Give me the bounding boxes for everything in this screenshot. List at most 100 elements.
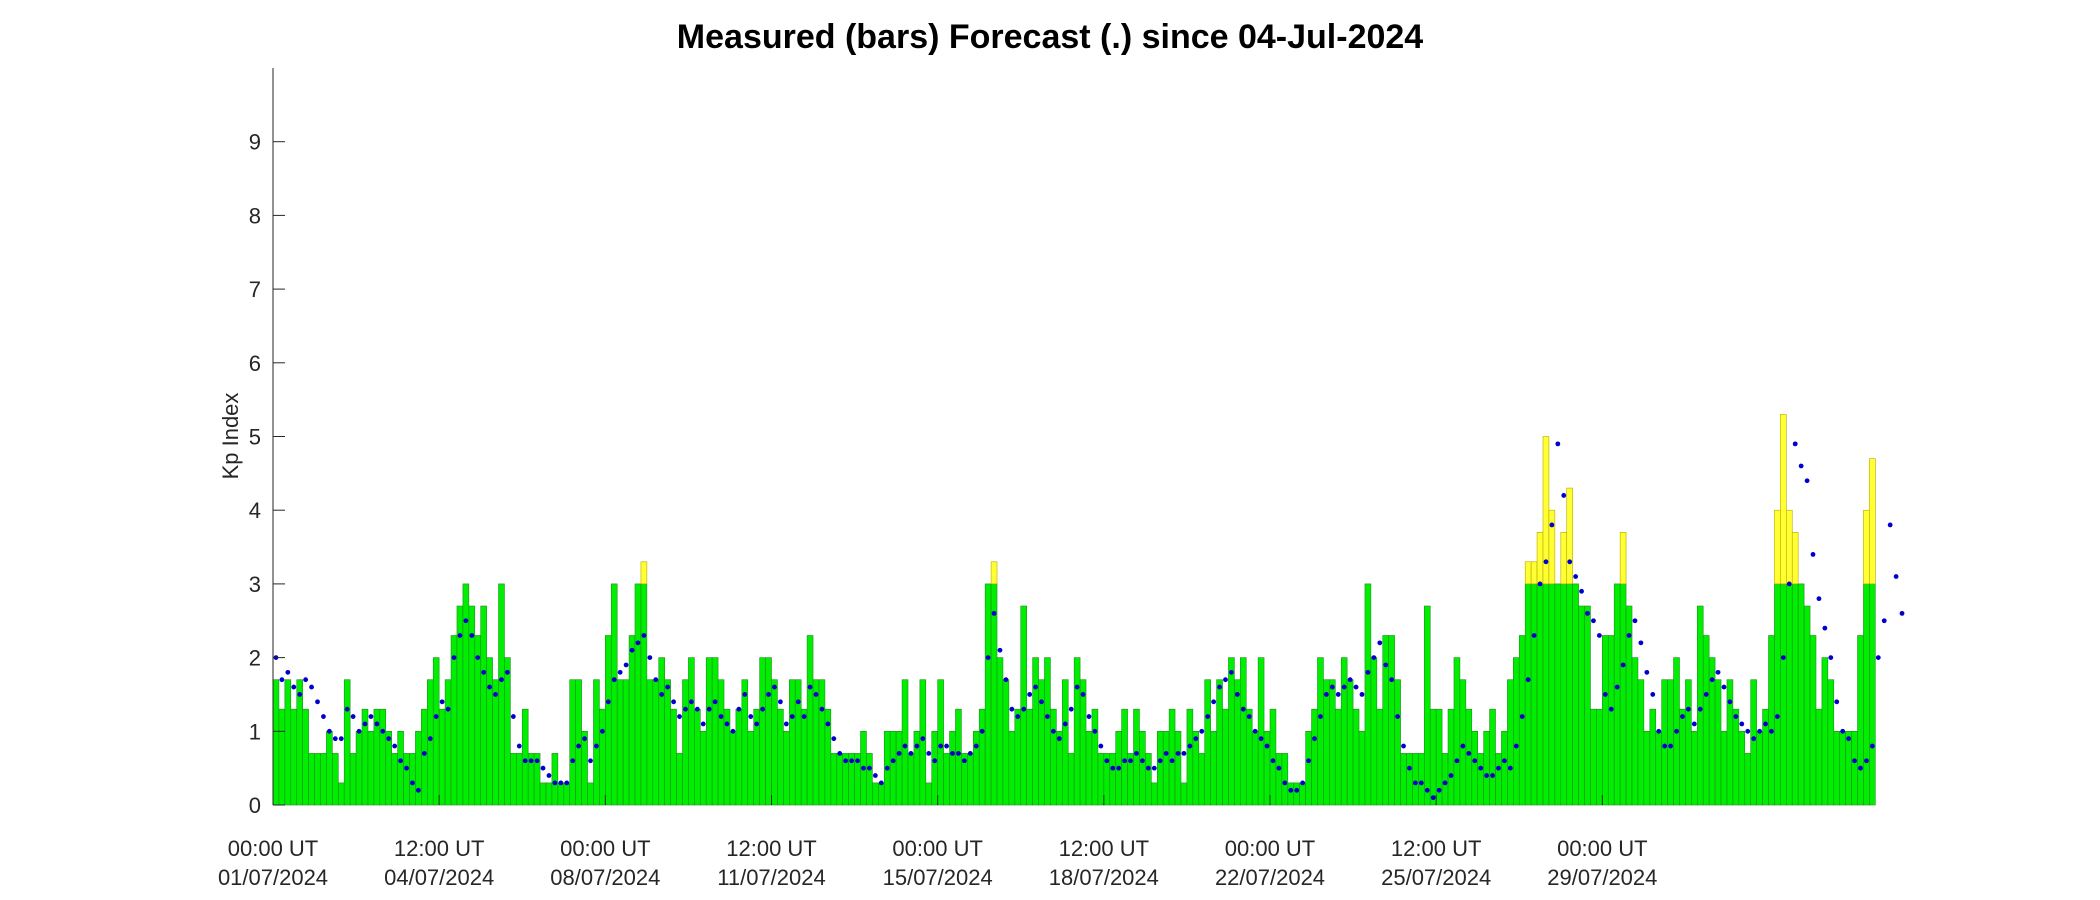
- measured-bar: [521, 708, 529, 806]
- measured-bar: [1275, 753, 1283, 806]
- measured-bar: [783, 730, 790, 806]
- measured-bar: [1833, 730, 1841, 806]
- forecast-point: [867, 765, 872, 771]
- forecast-point: [724, 721, 730, 727]
- measured-bar: [1346, 679, 1354, 806]
- measured-bar: [1067, 753, 1075, 806]
- measured-bar: [1513, 657, 1520, 806]
- measured-bar: [949, 730, 956, 806]
- forecast-point: [1128, 758, 1133, 764]
- measured-bar: [1459, 679, 1467, 806]
- forecast-point: [1359, 692, 1365, 697]
- measured-bar: [1572, 583, 1579, 806]
- forecast-point: [1519, 714, 1525, 719]
- measured-bar: [332, 753, 339, 806]
- forecast-point: [1246, 714, 1252, 719]
- measured-bar: [539, 782, 547, 806]
- forecast-point: [582, 736, 587, 742]
- measured-bar: [533, 753, 541, 806]
- measured-bar: [1305, 730, 1312, 806]
- forecast-point: [1193, 736, 1199, 742]
- forecast-point: [404, 765, 409, 771]
- measured-bars: [272, 414, 1876, 806]
- forecast-point: [944, 743, 949, 749]
- measured-bar: [444, 679, 452, 806]
- measured-bar: [432, 657, 440, 806]
- measured-bar: [913, 730, 921, 806]
- measured-bar: [1376, 708, 1384, 806]
- measured-bar-active: [1619, 532, 1627, 585]
- measured-bar: [1679, 708, 1686, 806]
- forecast-point: [487, 684, 493, 690]
- measured-bar: [450, 635, 458, 806]
- measured-bar: [765, 657, 772, 806]
- forecast-point: [629, 647, 635, 653]
- measured-bar: [403, 753, 410, 806]
- forecast-point: [700, 721, 706, 727]
- measured-bar: [1643, 730, 1651, 806]
- forecast-point: [599, 728, 605, 734]
- measured-bar: [1370, 657, 1378, 806]
- measured-bar: [551, 753, 559, 806]
- x-tick-label-date: 04/07/2024: [384, 865, 494, 890]
- forecast-point: [623, 662, 629, 668]
- measured-bar: [652, 679, 660, 806]
- forecast-point: [884, 765, 890, 771]
- forecast-point: [1834, 699, 1840, 705]
- forecast-point: [1407, 765, 1412, 771]
- forecast-point: [1780, 655, 1786, 660]
- measured-bar: [462, 583, 470, 806]
- measured-bar: [1809, 635, 1817, 806]
- measured-bar: [1240, 657, 1247, 806]
- measured-bar: [1750, 679, 1757, 806]
- forecast-point: [985, 655, 991, 660]
- forecast-point: [819, 706, 825, 712]
- forecast-point: [285, 669, 291, 675]
- forecast-point: [1068, 706, 1074, 712]
- y-tick-label: 9: [249, 130, 261, 155]
- measured-bar: [1139, 730, 1146, 806]
- measured-bar: [1388, 635, 1395, 806]
- forecast-point: [1175, 751, 1181, 756]
- forecast-point: [1264, 743, 1270, 749]
- measured-bar: [1655, 730, 1662, 806]
- forecast-point: [825, 721, 831, 727]
- measured-bar: [349, 753, 357, 806]
- forecast-point: [1062, 721, 1068, 727]
- measured-bar: [1619, 583, 1627, 806]
- measured-bar: [379, 708, 387, 806]
- y-tick-label: 4: [249, 498, 261, 523]
- forecast-point: [368, 714, 374, 719]
- forecast-point: [1448, 773, 1454, 778]
- measured-bar: [1780, 583, 1787, 806]
- forecast-point: [1383, 662, 1389, 668]
- measured-bar: [1174, 730, 1182, 806]
- forecast-point: [801, 714, 807, 719]
- measured-bar: [705, 657, 713, 806]
- measured-bar: [1109, 753, 1117, 806]
- measured-bar: [1768, 635, 1775, 806]
- measured-bar: [1334, 708, 1342, 806]
- forecast-point: [1252, 728, 1258, 734]
- measured-bar: [426, 679, 434, 806]
- forecast-point: [433, 714, 439, 719]
- measured-bar: [878, 782, 885, 806]
- measured-bar: [978, 708, 986, 806]
- forecast-point: [1122, 758, 1128, 764]
- measured-bar: [628, 635, 636, 806]
- forecast-point: [350, 714, 356, 719]
- measured-bar: [670, 708, 677, 806]
- measured-bar: [682, 679, 689, 806]
- forecast-point: [558, 780, 564, 786]
- measured-bar: [1269, 708, 1277, 806]
- measured-bar: [688, 657, 695, 806]
- measured-bar: [415, 730, 422, 806]
- x-tick-label-date: 25/07/2024: [1381, 865, 1491, 890]
- measured-bar: [1714, 679, 1722, 806]
- forecast-point: [303, 677, 309, 683]
- x-tick-label-date: 01/07/2024: [218, 865, 328, 890]
- measured-bar: [1352, 708, 1360, 806]
- forecast-point: [1424, 787, 1430, 793]
- measured-bar: [486, 657, 493, 806]
- measured-bar: [337, 782, 345, 806]
